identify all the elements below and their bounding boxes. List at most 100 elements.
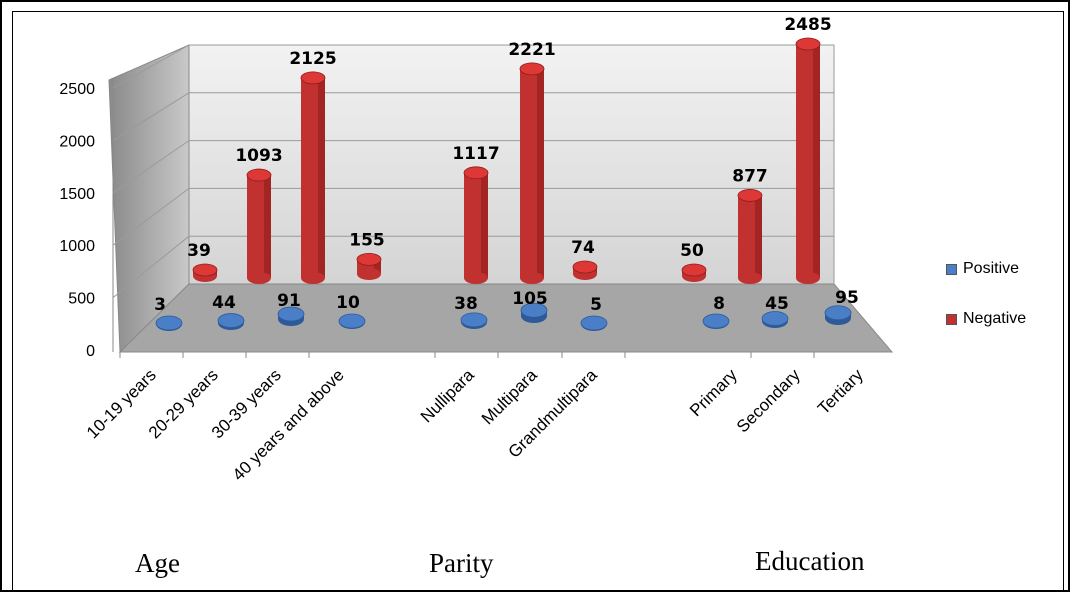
negative-bar-bottom — [520, 272, 544, 284]
positive-bar — [338, 313, 366, 329]
negative-bar — [356, 253, 382, 280]
negative-bar-top — [192, 263, 218, 277]
positive-value-label: 95 — [835, 288, 859, 308]
legend-item-negative: Negative — [946, 308, 1026, 330]
negative-bar-bottom — [301, 272, 325, 284]
positive-bar — [217, 313, 245, 330]
negative-bar — [737, 189, 763, 284]
negative-value-label: 1093 — [235, 146, 282, 166]
negative-value-label: 877 — [732, 166, 768, 186]
gridline-side — [112, 235, 190, 298]
legend-swatch-positive — [946, 263, 957, 275]
negative-bar — [246, 168, 272, 284]
negative-bar-top — [246, 168, 272, 182]
back-wall — [188, 44, 835, 285]
positive-bar — [761, 311, 789, 328]
negative-bar — [300, 71, 326, 284]
y-tick-label: 1500 — [59, 186, 95, 203]
negative-bar — [572, 260, 598, 280]
y-axis-ticks: 0 500 1000 1500 2000 2500 — [59, 81, 95, 360]
negative-bar-top — [795, 37, 821, 51]
x-category-label: 40 years and above — [229, 365, 348, 484]
legend: Positive Negative — [946, 258, 1026, 358]
negative-bar-shade — [813, 43, 820, 278]
positive-value-label: 91 — [277, 291, 301, 311]
negative-bar-bottom — [247, 272, 271, 284]
positive-bar-top — [155, 315, 183, 331]
x-category-label: Primary — [686, 365, 741, 420]
positive-bar — [277, 306, 305, 326]
positive-value-label: 8 — [713, 294, 725, 314]
group-label-parity: Parity — [429, 548, 494, 578]
negative-bar-top — [572, 260, 598, 274]
positive-bar — [155, 315, 183, 331]
gridlines — [112, 44, 834, 298]
positive-value-label: 105 — [512, 289, 548, 309]
y-tick-label: 2500 — [59, 81, 95, 98]
gridline-side — [112, 44, 190, 89]
negative-value-label: 50 — [680, 241, 704, 261]
positive-value-label: 45 — [765, 294, 789, 314]
negative-value-label: 1117 — [452, 144, 499, 164]
negative-value-label: 2221 — [508, 40, 555, 60]
negative-bar-bottom — [738, 272, 762, 284]
positive-bar — [460, 312, 488, 329]
y-tick-label: 2000 — [59, 133, 95, 150]
negative-bar-shade — [537, 68, 544, 278]
positive-bar-top — [338, 313, 366, 329]
positive-value-label: 3 — [154, 295, 166, 315]
data-labels: 39 1093 2125 155 1117 2221 74 50 877 2485 3 44 91 10 3… — [154, 15, 859, 315]
positive-bar-top — [580, 315, 608, 331]
negative-value-label: 39 — [187, 241, 211, 261]
x-category-label: Multipara — [478, 365, 541, 428]
positive-bar — [702, 313, 730, 329]
negative-value-label: 155 — [349, 230, 385, 250]
legend-label-positive: Positive — [963, 260, 1020, 277]
positive-bar-top — [702, 313, 730, 329]
x-category-label: Tertiary — [814, 365, 867, 418]
positive-bar — [824, 305, 852, 325]
y-tick-label: 1000 — [59, 238, 95, 255]
group-label-age: Age — [135, 548, 180, 578]
positive-bar-top — [460, 312, 488, 328]
gridline-side — [112, 187, 190, 246]
negative-bar-shade — [755, 195, 762, 278]
x-category-label: Secondary — [733, 365, 804, 436]
negative-bar-top — [519, 62, 545, 76]
chart-border — [12, 11, 1064, 591]
group-label-education: Education — [755, 546, 865, 576]
positive-bar-top — [824, 305, 852, 321]
negative-bar-shade — [481, 172, 488, 278]
positive-value-label: 10 — [336, 293, 360, 313]
negative-bar — [519, 62, 545, 284]
negative-bar-bottom — [796, 272, 820, 284]
positive-value-label: 38 — [454, 294, 478, 314]
negative-bar-top — [356, 253, 382, 266]
legend-item-positive: Positive — [946, 258, 1026, 280]
positive-bar-top — [520, 302, 548, 318]
positive-bar-top — [761, 311, 789, 326]
positive-bar-top — [277, 306, 305, 322]
negative-bar — [681, 263, 707, 282]
positive-value-label: 44 — [212, 293, 236, 313]
negative-bar — [192, 263, 218, 282]
negative-bar-top — [737, 189, 763, 202]
negative-bar-bottom — [357, 268, 381, 280]
positive-bar — [580, 315, 608, 331]
negative-bar-top — [300, 71, 326, 85]
y-tick-label: 500 — [68, 291, 95, 308]
positive-bar-top — [217, 313, 245, 328]
negative-bar — [463, 166, 489, 284]
y-tick-label: 0 — [86, 343, 95, 360]
chart-walls — [108, 44, 894, 354]
negative-value-label: 2125 — [289, 49, 336, 69]
legend-label-negative: Negative — [963, 310, 1027, 327]
negative-series — [192, 37, 821, 284]
gridline-side — [112, 140, 190, 194]
positive-series — [155, 302, 852, 331]
negative-bar-bottom — [464, 272, 488, 284]
negative-bar-top — [463, 166, 489, 180]
